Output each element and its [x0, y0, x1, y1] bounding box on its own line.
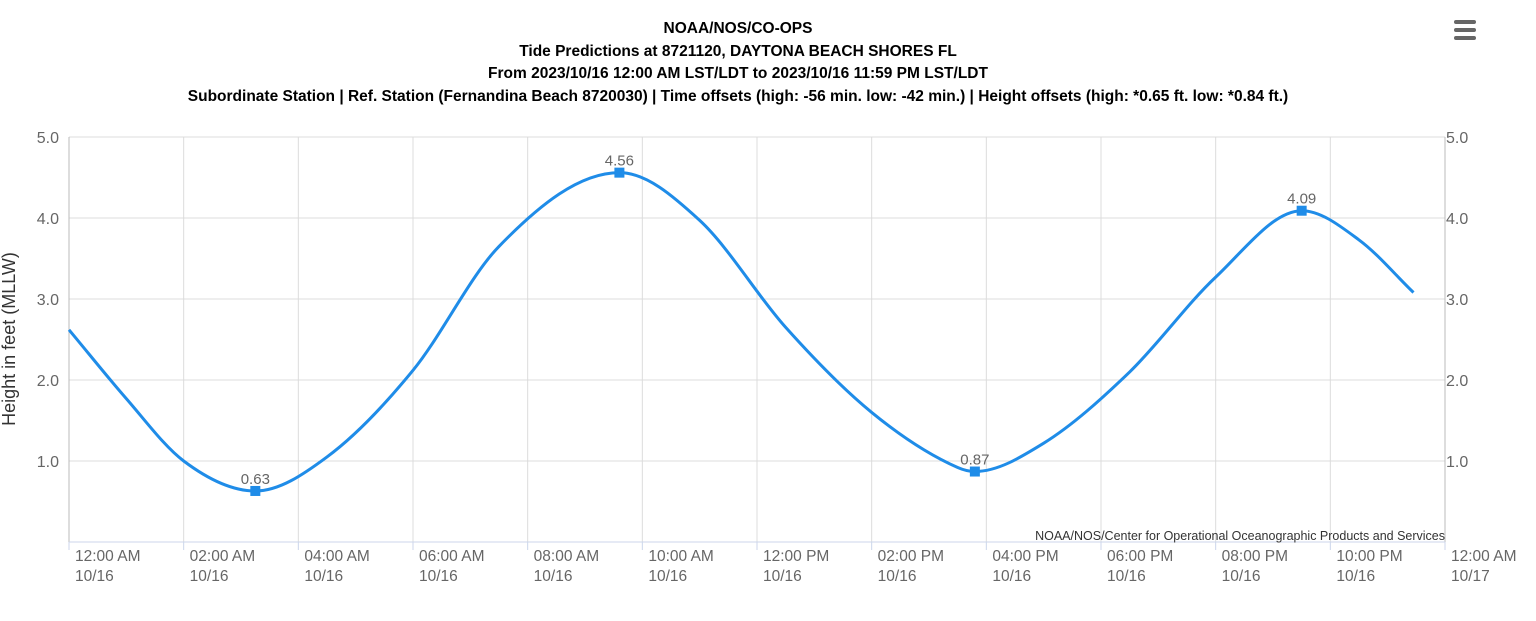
x-tick-label-time: 12:00 AM	[1451, 548, 1517, 565]
x-tick-label-date: 10/16	[1336, 568, 1375, 585]
extremum-data-label: 0.63	[241, 471, 270, 488]
x-tick-label-time: 12:00 PM	[763, 548, 829, 565]
y-axis-left: 1.0 2.0 3.0 4.0 5.0	[37, 130, 59, 471]
x-tick-label-date: 10/16	[648, 568, 687, 585]
x-tick-label-date: 10/16	[75, 568, 114, 585]
y-tick-label-left: 2.0	[37, 373, 59, 390]
extremum-marker	[614, 167, 625, 178]
extremum-data-label: 4.56	[605, 153, 634, 170]
y-tick-label-right: 5.0	[1446, 130, 1468, 147]
extremum-data-label: 4.09	[1287, 191, 1316, 208]
x-tick-label-time: 02:00 AM	[190, 548, 256, 565]
y-tick-label-left: 5.0	[37, 130, 59, 147]
extrema-markers: 0.63 4.56 0.87 4.09	[241, 153, 1316, 496]
chart-titles: NOAA/NOS/CO-OPS Tide Predictions at 8721…	[0, 18, 1476, 108]
x-tick-label-date: 10/17	[1451, 568, 1490, 585]
y-tick-label-right: 4.0	[1446, 211, 1468, 228]
chart-title: NOAA/NOS/CO-OPS	[663, 20, 813, 37]
x-tick-label-date: 10/16	[419, 568, 458, 585]
chart-subtitle-offsets: Subordinate Station | Ref. Station (Fern…	[187, 87, 1289, 105]
x-tick-label-date: 10/16	[190, 568, 229, 585]
x-axis: 12:00 AM 10/16 02:00 AM 10/16 04:00 AM 10/16 0…	[68, 542, 1517, 585]
x-tick-label-time: 08:00 AM	[534, 548, 600, 565]
x-tick-label-date: 10/16	[534, 568, 573, 585]
y-tick-label-right: 2.0	[1446, 373, 1468, 390]
x-tick-label-time: 04:00 PM	[992, 548, 1058, 565]
x-tick-label-date: 10/16	[1222, 568, 1261, 585]
y-tick-label-left: 1.0	[37, 454, 59, 471]
x-tick-label-time: 04:00 AM	[304, 548, 370, 565]
chart-credits[interactable]: NOAA/NOS/Center for Operational Oceanogr…	[1035, 529, 1445, 543]
extremum-marker	[250, 485, 261, 496]
y-tick-label-right: 3.0	[1446, 292, 1468, 309]
y-tick-label-left: 3.0	[37, 292, 59, 309]
x-tick-label-date: 10/16	[763, 568, 802, 585]
x-tick-label-time: 08:00 PM	[1222, 548, 1288, 565]
y-axis-right: 1.0 2.0 3.0 4.0 5.0	[1446, 130, 1468, 471]
x-tick-label-date: 10/16	[304, 568, 343, 585]
x-tick-label-time: 10:00 AM	[648, 548, 714, 565]
x-tick-label-date: 10/16	[878, 568, 917, 585]
extremum-marker	[1296, 205, 1307, 216]
chart-grid	[68, 136, 1446, 543]
x-tick-label-time: 02:00 PM	[878, 548, 944, 565]
chart-subtitle-date-range: From 2023/10/16 12:00 AM LST/LDT to 2023…	[488, 65, 988, 82]
x-tick-label-time: 06:00 PM	[1107, 548, 1173, 565]
x-tick-label-time: 06:00 AM	[419, 548, 485, 565]
x-tick-label-time: 12:00 AM	[75, 548, 141, 565]
extremum-marker	[969, 466, 980, 477]
series-line-tide	[67, 171, 1415, 493]
x-tick-label-time: 10:00 PM	[1336, 548, 1402, 565]
y-axis-label: Height in feet (MLLW)	[0, 252, 19, 426]
chart-subtitle-station: Tide Predictions at 8721120, DAYTONA BEA…	[519, 42, 957, 60]
hamburger-menu-icon[interactable]	[1447, 14, 1483, 46]
extremum-data-label: 0.87	[960, 452, 989, 469]
y-tick-label-left: 4.0	[37, 211, 59, 228]
y-tick-label-right: 1.0	[1446, 454, 1468, 471]
x-tick-label-date: 10/16	[992, 568, 1031, 585]
x-tick-label-date: 10/16	[1107, 568, 1146, 585]
